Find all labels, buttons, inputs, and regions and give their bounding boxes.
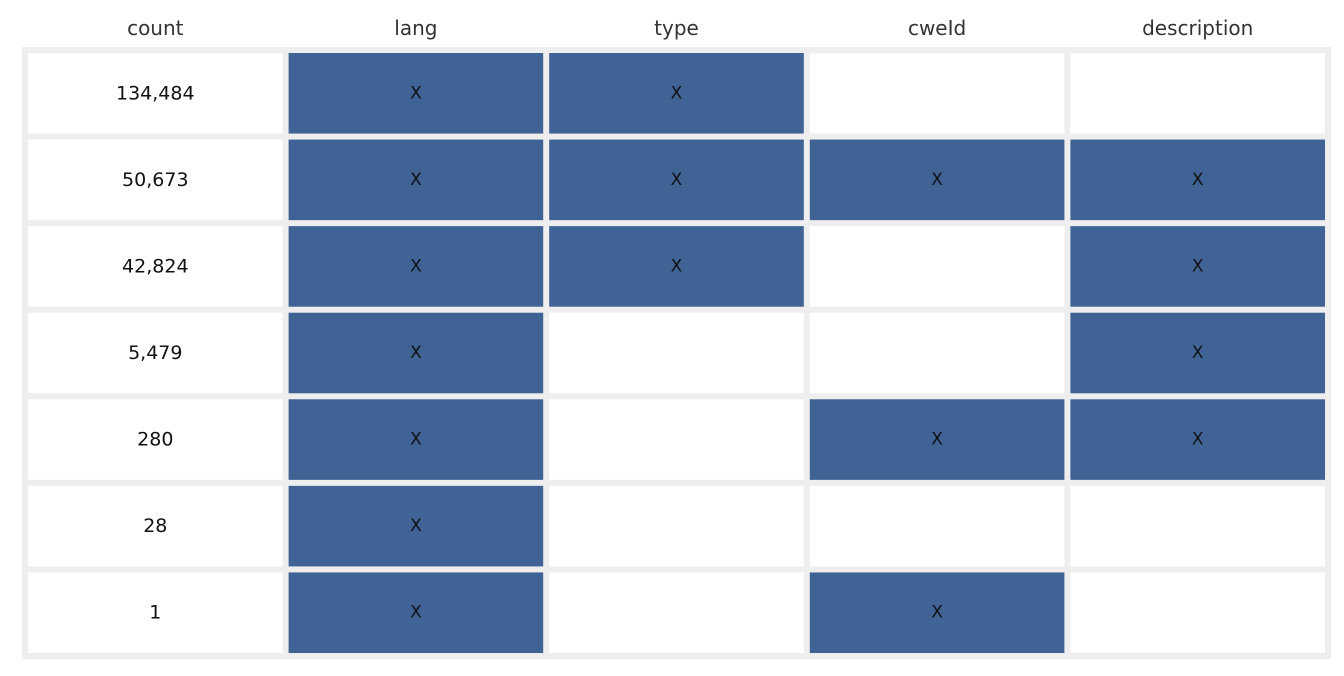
count-value: 134,484 (116, 82, 195, 104)
presence-cell-filled (549, 53, 804, 134)
column-header-count: count (127, 16, 184, 40)
presence-cell-filled (809, 572, 1065, 653)
count-cell (28, 312, 283, 394)
presence-cell-filled (288, 53, 544, 134)
presence-cell-empty (809, 226, 1065, 307)
count-cell (28, 572, 283, 653)
presence-mark: X (931, 603, 943, 623)
count-value: 5,479 (128, 342, 182, 364)
count-value: 1 (149, 602, 161, 624)
presence-cell-filled (1070, 139, 1325, 221)
presence-cell-empty (1070, 53, 1325, 134)
presence-cell-empty (549, 572, 804, 653)
column-header-description: description (1142, 16, 1253, 40)
presence-cell-filled (809, 399, 1065, 480)
column-header-cweid: cweId (908, 16, 966, 40)
presence-cell-filled (288, 226, 544, 307)
presence-cell-filled (809, 139, 1065, 221)
presence-mark: X (410, 603, 422, 623)
presence-cell-filled (288, 485, 544, 567)
column-header-type: type (654, 16, 699, 40)
column-header-lang: lang (394, 16, 437, 40)
presence-mark: X (410, 256, 422, 276)
count-cell (28, 485, 283, 567)
presence-mark: X (410, 83, 422, 103)
presence-cell-empty (1070, 485, 1325, 567)
count-cell (28, 399, 283, 480)
presence-mark: X (1192, 343, 1204, 363)
presence-cell-filled (1070, 399, 1325, 480)
presence-cell-filled (549, 139, 804, 221)
presence-mark: X (1192, 256, 1204, 276)
presence-cell-filled (1070, 226, 1325, 307)
presence-cell-filled (549, 226, 804, 307)
presence-mark: X (1192, 170, 1204, 190)
presence-mark: X (410, 170, 422, 190)
presence-cell-empty (809, 485, 1065, 567)
presence-mark: X (410, 430, 422, 450)
presence-cell-empty (549, 485, 804, 567)
presence-mark: X (671, 256, 683, 276)
count-cell (28, 226, 283, 307)
presence-cell-filled (288, 399, 544, 480)
presence-cell-empty (1070, 572, 1325, 653)
presence-cell-filled (288, 139, 544, 221)
presence-mark: X (671, 83, 683, 103)
count-value: 50,673 (122, 169, 188, 191)
count-value: 42,824 (122, 255, 188, 277)
count-value: 280 (137, 429, 173, 451)
presence-cell-empty (809, 53, 1065, 134)
presence-mark: X (410, 516, 422, 536)
presence-mark: X (1192, 430, 1204, 450)
count-cell (28, 139, 283, 221)
presence-cell-filled (288, 312, 544, 394)
presence-cell-empty (549, 399, 804, 480)
presence-mark: X (410, 343, 422, 363)
count-value: 28 (143, 515, 167, 537)
presence-cell-empty (809, 312, 1065, 394)
presence-cell-empty (549, 312, 804, 394)
presence-mark: X (671, 170, 683, 190)
presence-cell-filled (1070, 312, 1325, 394)
presence-cell-filled (288, 572, 544, 653)
presence-mark: X (931, 430, 943, 450)
presence-mark: X (931, 170, 943, 190)
count-cell (28, 53, 283, 134)
